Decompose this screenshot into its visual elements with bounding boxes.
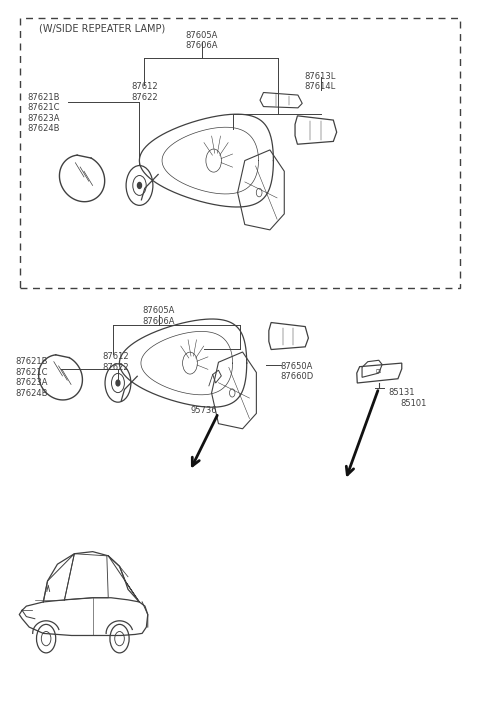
- Text: 87613L
87614L: 87613L 87614L: [305, 72, 336, 91]
- Bar: [20, 19, 460, 288]
- Text: 87612
87622: 87612 87622: [102, 352, 129, 372]
- Text: 95736: 95736: [191, 406, 217, 415]
- Text: 87650A
87660D: 87650A 87660D: [281, 362, 314, 381]
- Text: 87621B
87621C
87623A
87624B: 87621B 87621C 87623A 87624B: [15, 357, 48, 397]
- Text: 87605A
87606A: 87605A 87606A: [143, 306, 175, 325]
- Text: 85131: 85131: [388, 388, 415, 397]
- Text: 85101: 85101: [400, 399, 427, 408]
- Circle shape: [116, 380, 120, 386]
- Text: 87605A
87606A: 87605A 87606A: [185, 31, 218, 50]
- Text: ⊡: ⊡: [376, 369, 381, 374]
- Circle shape: [137, 182, 142, 189]
- Text: (W/SIDE REPEATER LAMP): (W/SIDE REPEATER LAMP): [39, 23, 165, 33]
- Text: 87612
87622: 87612 87622: [131, 83, 157, 102]
- Text: 87621B
87621C
87623A
87624B: 87621B 87621C 87623A 87624B: [27, 93, 60, 133]
